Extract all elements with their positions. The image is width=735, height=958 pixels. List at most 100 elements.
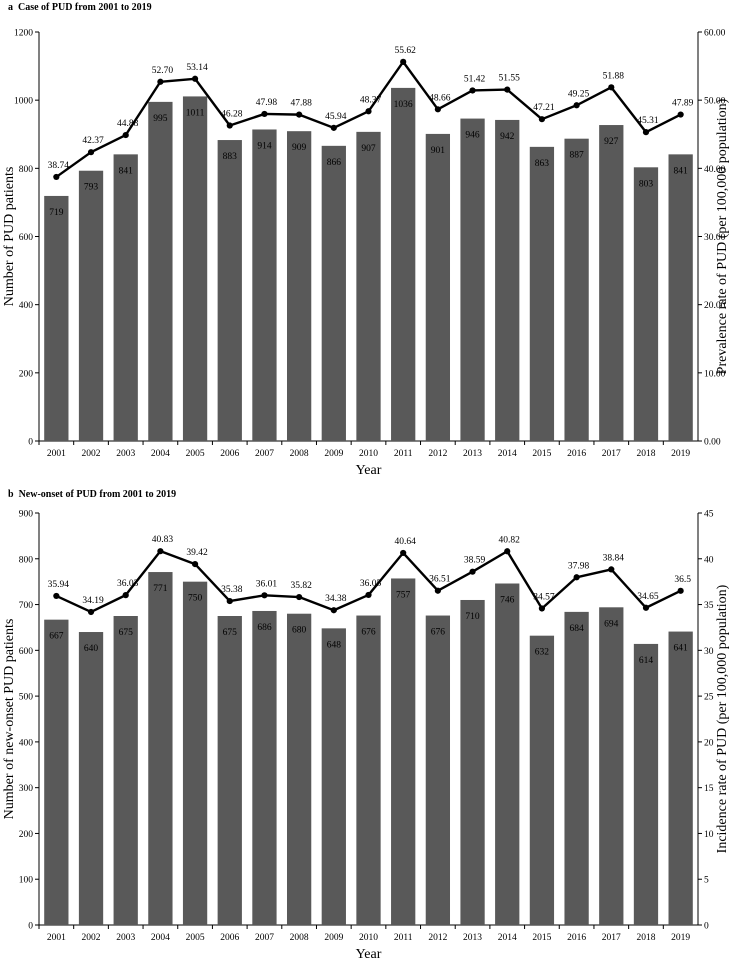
b-rate-label: 40.83 — [152, 535, 174, 545]
a-rate-point — [538, 116, 546, 123]
a-bar-value-label: 793 — [84, 183, 99, 193]
b-y-tick-label-left: 0 — [28, 922, 33, 932]
b-rate-label: 34.65 — [637, 592, 659, 602]
b-bar-value-label: 686 — [257, 623, 272, 633]
b-y-tick-label-left: 200 — [19, 830, 34, 840]
a-bar-value-label: 719 — [49, 208, 64, 218]
b-rate-point — [642, 604, 650, 611]
a-y-axis-title-left: Number of PUD patients — [2, 167, 17, 307]
a-rate-label: 47.89 — [672, 99, 694, 109]
b-rate-point — [296, 593, 303, 601]
b-y-tick-label-left: 400 — [19, 738, 34, 748]
a-rate-label: 45.31 — [637, 116, 659, 126]
a-bar — [44, 195, 69, 441]
a-x-tick-label: 2015 — [532, 449, 551, 459]
b-rate-point — [434, 587, 441, 594]
a-y-tick-label-left: 600 — [19, 233, 34, 243]
a-bar — [148, 101, 173, 441]
b-y-tick-label-right: 15 — [704, 784, 714, 794]
a-rate-label: 47.98 — [256, 98, 278, 108]
a-bar-value-label: 942 — [500, 132, 515, 142]
a-rate-label: 48.37 — [360, 95, 382, 105]
b-bar-value-label: 746 — [500, 595, 515, 605]
b-y-tick-label-right: 25 — [704, 693, 714, 703]
a-x-tick-label: 2003 — [116, 449, 135, 459]
a-bar — [182, 96, 208, 441]
a-y-tick-label-right: 40.00 — [704, 165, 726, 175]
a-bar-value-label: 883 — [223, 152, 238, 162]
b-rate-point — [53, 592, 60, 600]
a-x-tick-label: 2010 — [359, 449, 378, 459]
a-rate-point — [504, 86, 511, 93]
b-rate-point — [330, 607, 337, 614]
a-rate-point — [53, 173, 60, 181]
a-bar — [78, 170, 104, 441]
a-rate-label: 53.14 — [186, 63, 208, 73]
b-y-axis-title-right: Incidence rate of PUD (per 100,000 popul… — [715, 584, 730, 853]
b-y-tick-label-left: 700 — [19, 601, 34, 611]
a-x-tick-label: 2019 — [671, 449, 690, 459]
b-rate-point — [191, 560, 199, 568]
b-y-tick-label-left: 600 — [19, 647, 34, 657]
b-y-axis-title-left: Number of new-onset PUD patients — [2, 619, 17, 820]
b-y-tick-label-left: 800 — [19, 555, 34, 565]
b-rate-label: 35.38 — [221, 585, 243, 595]
a-bar — [356, 131, 381, 441]
a-bar-value-label: 907 — [361, 144, 376, 154]
a-rate-point — [608, 84, 615, 91]
a-bar — [599, 125, 624, 442]
a-bar-value-label: 841 — [119, 166, 134, 176]
a-bar — [633, 167, 659, 441]
a-x-tick-label: 2007 — [255, 449, 274, 459]
b-rate-point — [261, 592, 268, 599]
b-y-tick-label-right: 20 — [704, 738, 714, 748]
a-bar — [252, 129, 277, 441]
b-rate-label: 40.82 — [499, 535, 521, 545]
b-x-tick-label: 2009 — [324, 933, 343, 943]
b-y-tick-label-right: 30 — [704, 647, 714, 657]
a-rate-point — [365, 108, 372, 115]
b-rate-point — [608, 566, 615, 573]
a-rate-point — [226, 122, 233, 129]
a-bar-value-label: 1036 — [394, 100, 413, 110]
b-bar-value-label: 614 — [639, 656, 654, 666]
panel-a-title: a Case of PUD from 2001 to 2019 — [8, 2, 152, 13]
b-bar-value-label: 648 — [327, 640, 342, 650]
b-bar-value-label: 750 — [188, 594, 203, 604]
a-rate-point — [87, 149, 95, 156]
a-rate-label: 42.37 — [82, 136, 104, 146]
a-y-tick-label-right: 0.00 — [704, 438, 721, 448]
panel-b-title-text: New-onset of PUD from 2001 to 2019 — [18, 489, 177, 500]
a-y-tick-label-left: 0 — [28, 438, 33, 448]
b-x-tick-label: 2016 — [567, 933, 586, 943]
b-x-tick-label: 2001 — [47, 933, 66, 943]
a-rate-point — [677, 111, 684, 118]
b-bar — [44, 619, 69, 925]
a-x-tick-label: 2006 — [220, 449, 239, 459]
a-bar — [217, 140, 242, 441]
a-x-tick-label: 2005 — [186, 449, 205, 459]
b-bar — [668, 631, 693, 925]
a-bar — [391, 87, 416, 441]
b-rate-label: 38.59 — [464, 556, 486, 566]
a-x-axis-title: Year — [356, 463, 382, 478]
b-bar-value-label: 757 — [396, 590, 411, 600]
b-bar — [217, 616, 242, 925]
b-bar — [391, 578, 416, 925]
a-bar-value-label: 909 — [292, 143, 307, 153]
b-bar — [564, 611, 589, 925]
b-rate-label: 36.01 — [256, 579, 278, 589]
b-x-tick-label: 2013 — [463, 933, 482, 943]
a-rate-point — [261, 110, 268, 118]
a-x-tick-label: 2014 — [498, 449, 517, 459]
a-rate-point — [330, 124, 337, 131]
b-rate-point — [365, 591, 372, 599]
a-x-tick-label: 2001 — [47, 449, 66, 459]
b-x-tick-label: 2008 — [290, 933, 309, 943]
a-rate-label: 46.28 — [221, 110, 243, 120]
b-y-tick-label-right: 35 — [704, 601, 714, 611]
b-bar — [356, 615, 381, 925]
b-rate-label: 39.42 — [186, 548, 208, 558]
a-rate-point — [434, 106, 441, 113]
a-bar-value-label: 803 — [639, 179, 654, 189]
